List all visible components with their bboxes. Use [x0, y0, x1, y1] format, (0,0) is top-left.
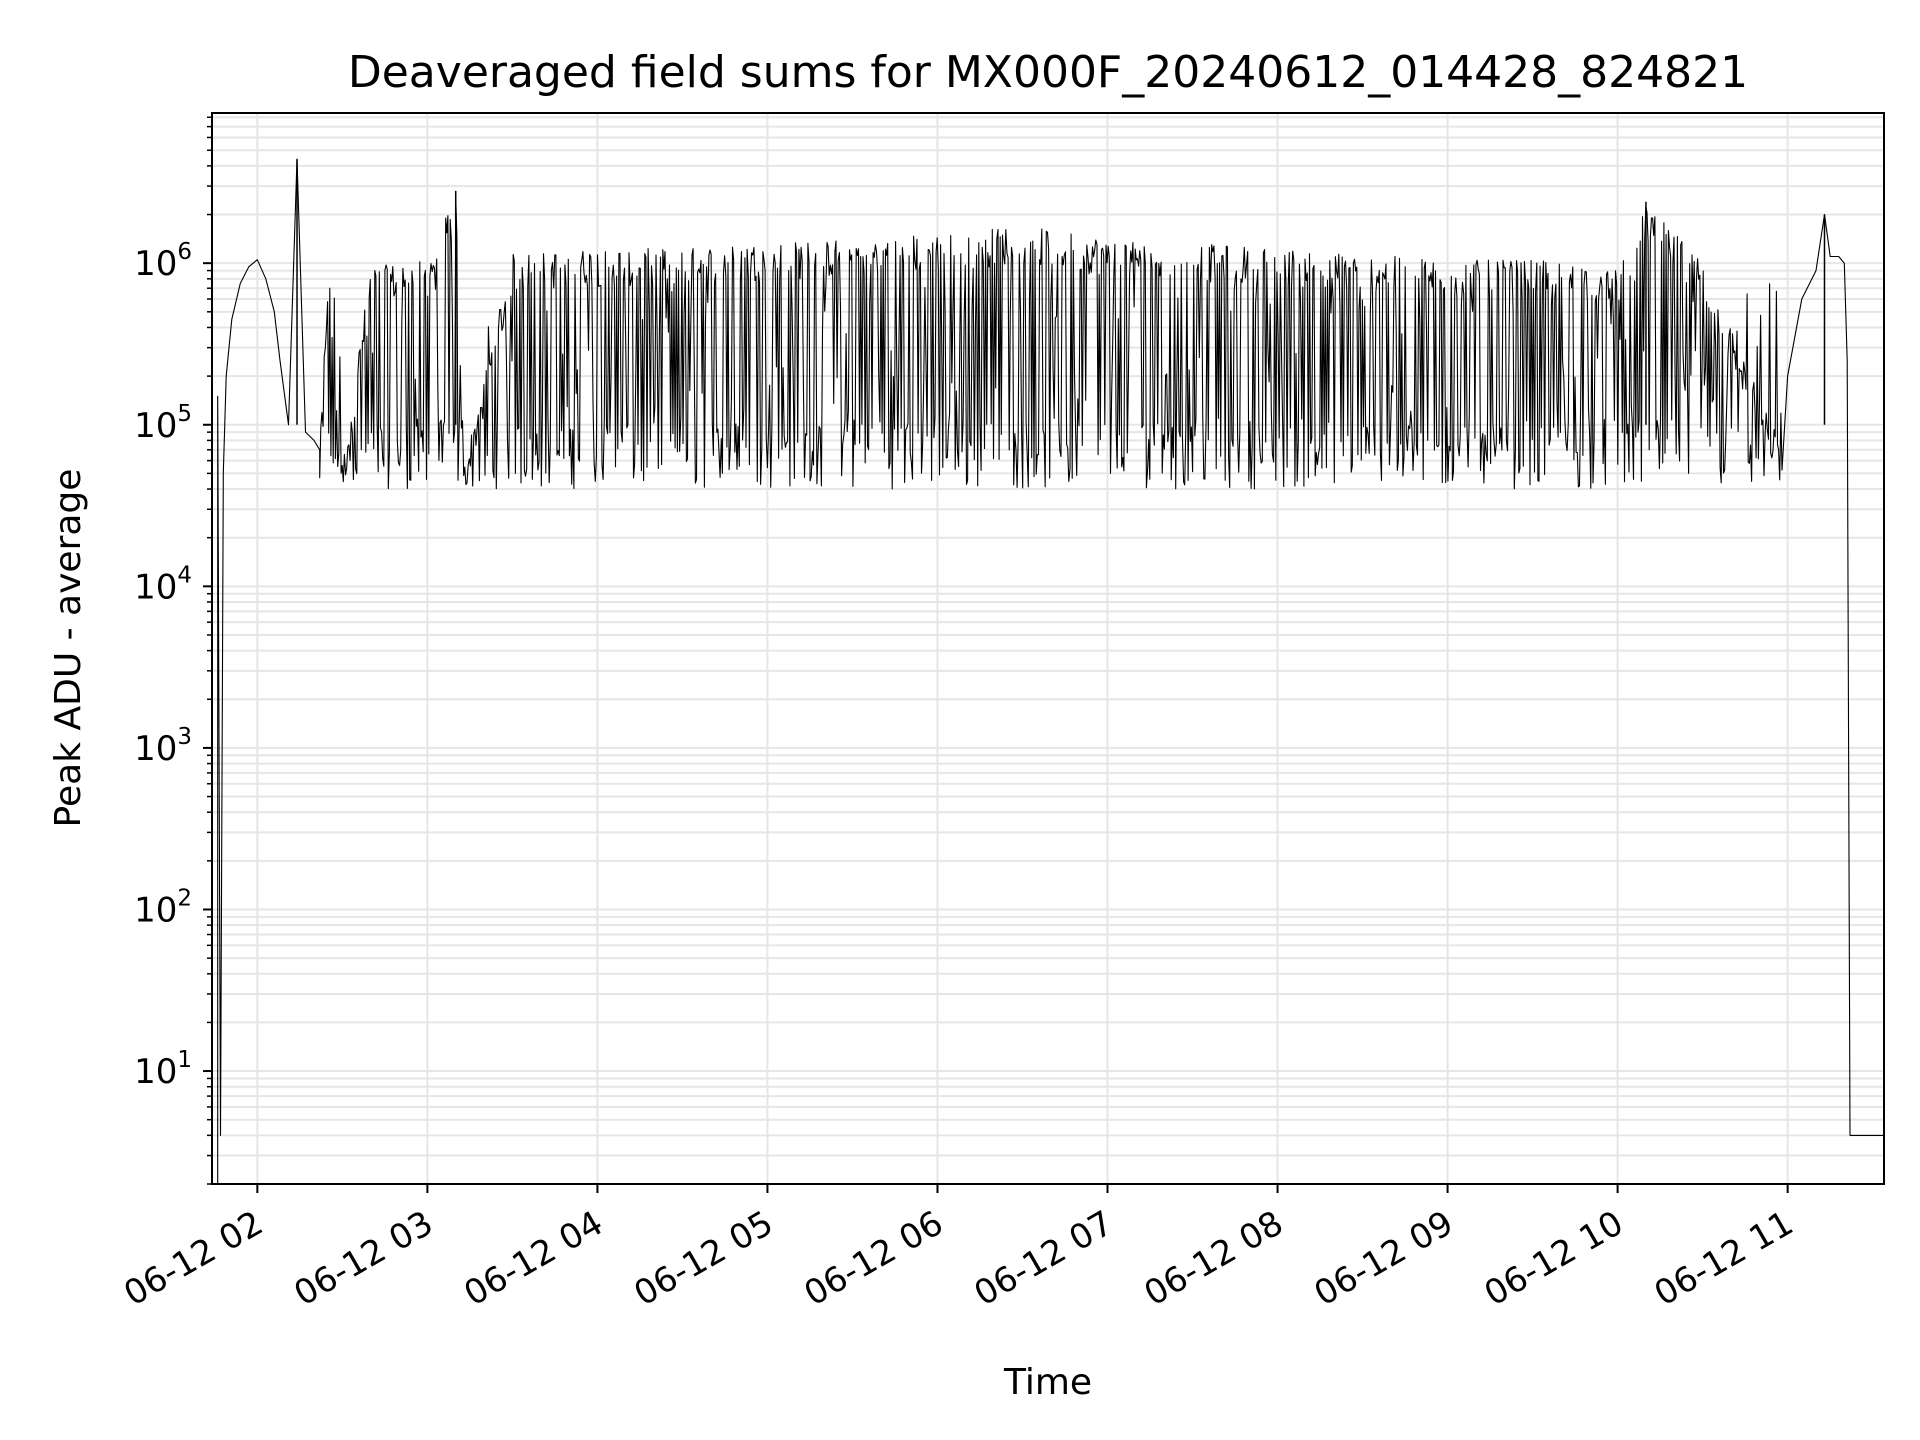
x-axis-label: Time — [1003, 1362, 1092, 1403]
y-tick-label: 101 — [134, 1047, 192, 1092]
chart-title: Deaveraged field sums for MX000F_2024061… — [348, 47, 1748, 98]
series-line — [217, 158, 1884, 1184]
y-tick-label: 106 — [134, 239, 192, 284]
y-axis-label: Peak ADU - average — [48, 469, 89, 828]
grid — [212, 113, 1884, 1185]
plot-frame — [211, 112, 1885, 1185]
y-tick-label: 102 — [134, 885, 192, 930]
y-tick-label: 105 — [134, 401, 192, 446]
y-tick-label: 103 — [134, 724, 192, 769]
y-tick-label: 104 — [134, 562, 192, 607]
data-series — [217, 158, 1884, 1184]
